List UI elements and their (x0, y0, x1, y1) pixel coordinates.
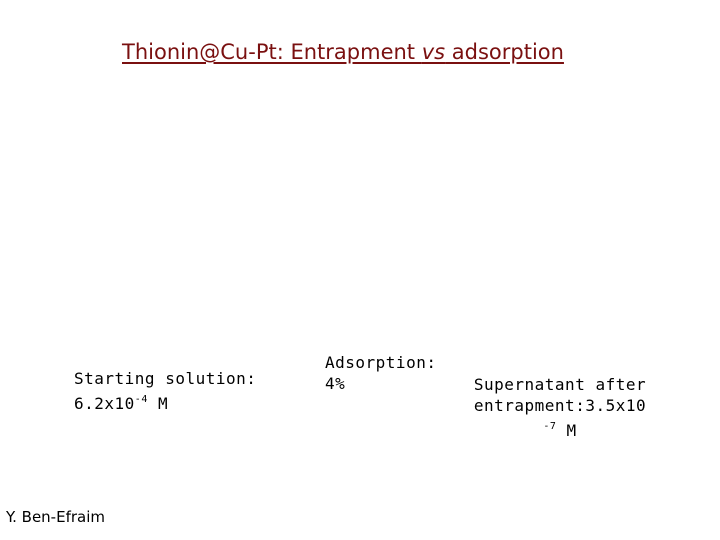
starting-solution-label: Starting solution: (74, 369, 257, 388)
supernatant-line2: entrapment:3.5x10 (473, 396, 647, 415)
adsorption-value: 4% (325, 374, 346, 393)
starting-solution-block: Starting solution: 6.2x10-4 M (74, 368, 256, 414)
adsorption-label: Adsorption: (325, 353, 437, 372)
starting-solution-value: 6.2x10 (74, 394, 135, 413)
supernatant-line3: -7 M (462, 416, 658, 441)
supernatant-unit: M (566, 421, 577, 440)
supernatant-line1: Supernatant after (473, 375, 647, 394)
title-text-end: adsorption (445, 40, 564, 64)
supernatant-exponent: -7 (543, 421, 557, 432)
starting-solution-value-line: 6.2x10-4 M (74, 389, 256, 414)
adsorption-block: Adsorption: 4% (325, 352, 436, 394)
title-vs: vs (421, 40, 446, 64)
author-credit: Y. Ben-Efraim (6, 508, 105, 526)
starting-solution-exponent: -4 (134, 394, 148, 405)
slide-title: Thionin@Cu-Pt: Entrapment vs adsorption (122, 40, 642, 64)
starting-solution-unit: M (157, 394, 169, 413)
supernatant-block: Supernatant after entrapment:3.5x10 -7 M (462, 374, 658, 441)
title-text: Thionin@Cu-Pt: Entrapment (122, 40, 422, 64)
